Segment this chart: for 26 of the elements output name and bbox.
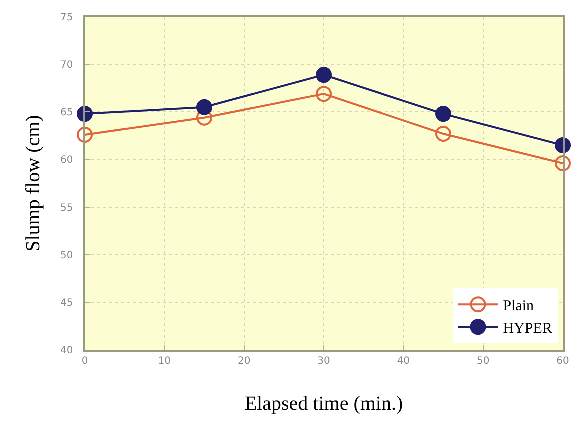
- y-tick-label: 45: [60, 298, 74, 309]
- legend-label: HYPER: [503, 320, 552, 337]
- y-axis-title: Slump flow (cm): [22, 115, 45, 252]
- legend-label: Plain: [503, 298, 535, 314]
- point: [316, 86, 332, 102]
- point: [555, 156, 571, 172]
- x-tick-label: 20: [238, 356, 251, 367]
- y-tick-label: 40: [60, 346, 74, 356]
- x-tick-label: 40: [397, 356, 410, 367]
- x-tick-label: 30: [318, 356, 330, 367]
- point: [316, 67, 332, 84]
- y-tick-label: 50: [60, 250, 74, 262]
- y-tick-label: 60: [60, 155, 74, 166]
- point: [196, 99, 212, 116]
- point: [436, 126, 452, 142]
- y-tick-label: 55: [60, 202, 74, 214]
- y-tick-label: 70: [60, 60, 74, 72]
- x-tick-label: 0: [82, 356, 88, 367]
- x-tick-label: 10: [158, 356, 172, 367]
- y-tick-label: 65: [60, 108, 74, 119]
- y-tick-label: 75: [60, 12, 74, 24]
- point: [77, 126, 93, 143]
- point: [436, 106, 452, 122]
- x-tick-label: 50: [476, 356, 490, 367]
- x-tick-label: 60: [556, 356, 570, 367]
- x-axis-title: Elapsed time (min.): [244, 392, 404, 415]
